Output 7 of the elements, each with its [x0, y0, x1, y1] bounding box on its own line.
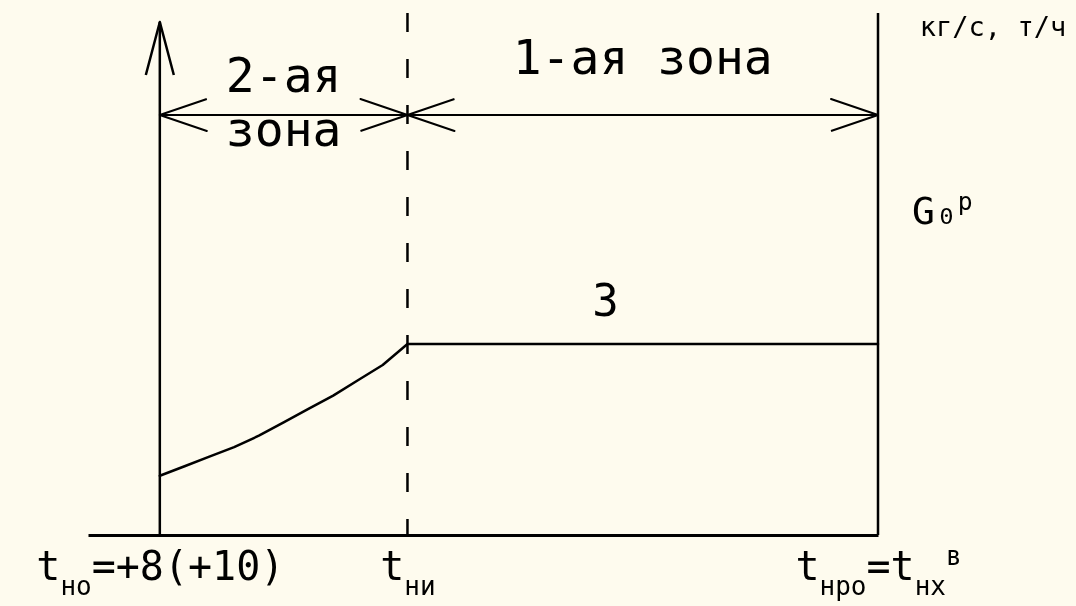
text: кг/с, т/ч	[919, 11, 1067, 42]
series-label: 3	[592, 275, 619, 326]
x-tick-label: t$_{ни}$	[380, 542, 436, 601]
text: 2-ая зона	[225, 47, 342, 157]
text: 1-ая зона	[512, 29, 773, 85]
x-tick-label: t$_{но}$=+8(+10)	[36, 542, 285, 601]
text: G₀$^{р}$	[912, 186, 973, 233]
